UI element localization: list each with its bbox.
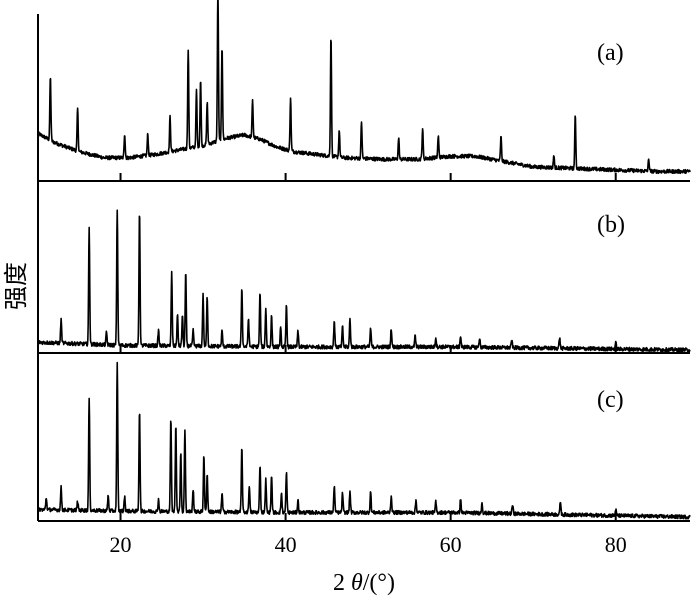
x-ticks: 20 40 60 80 bbox=[110, 173, 627, 557]
x-tick-label: 20 bbox=[110, 532, 132, 557]
frame bbox=[37, 14, 690, 522]
pattern-b-line bbox=[37, 209, 691, 353]
x-axis-title: 2 θ/(°) bbox=[333, 570, 395, 596]
pattern-a-line bbox=[37, 0, 691, 175]
y-axis-title: 强度 bbox=[2, 262, 30, 310]
x-axis-title-text: 2 bbox=[333, 570, 345, 596]
x-tick-label: 60 bbox=[440, 532, 462, 557]
panel-label: (a) bbox=[597, 40, 624, 66]
series-layer bbox=[37, 0, 691, 520]
x-tick-label: 40 bbox=[275, 532, 297, 557]
panel-label: (b) bbox=[597, 212, 625, 238]
pattern-c-line bbox=[37, 361, 691, 520]
x-tick-label: 80 bbox=[605, 532, 627, 557]
panel-label: (c) bbox=[597, 387, 624, 413]
panel-labels: (a) (b) (c) bbox=[597, 40, 625, 413]
